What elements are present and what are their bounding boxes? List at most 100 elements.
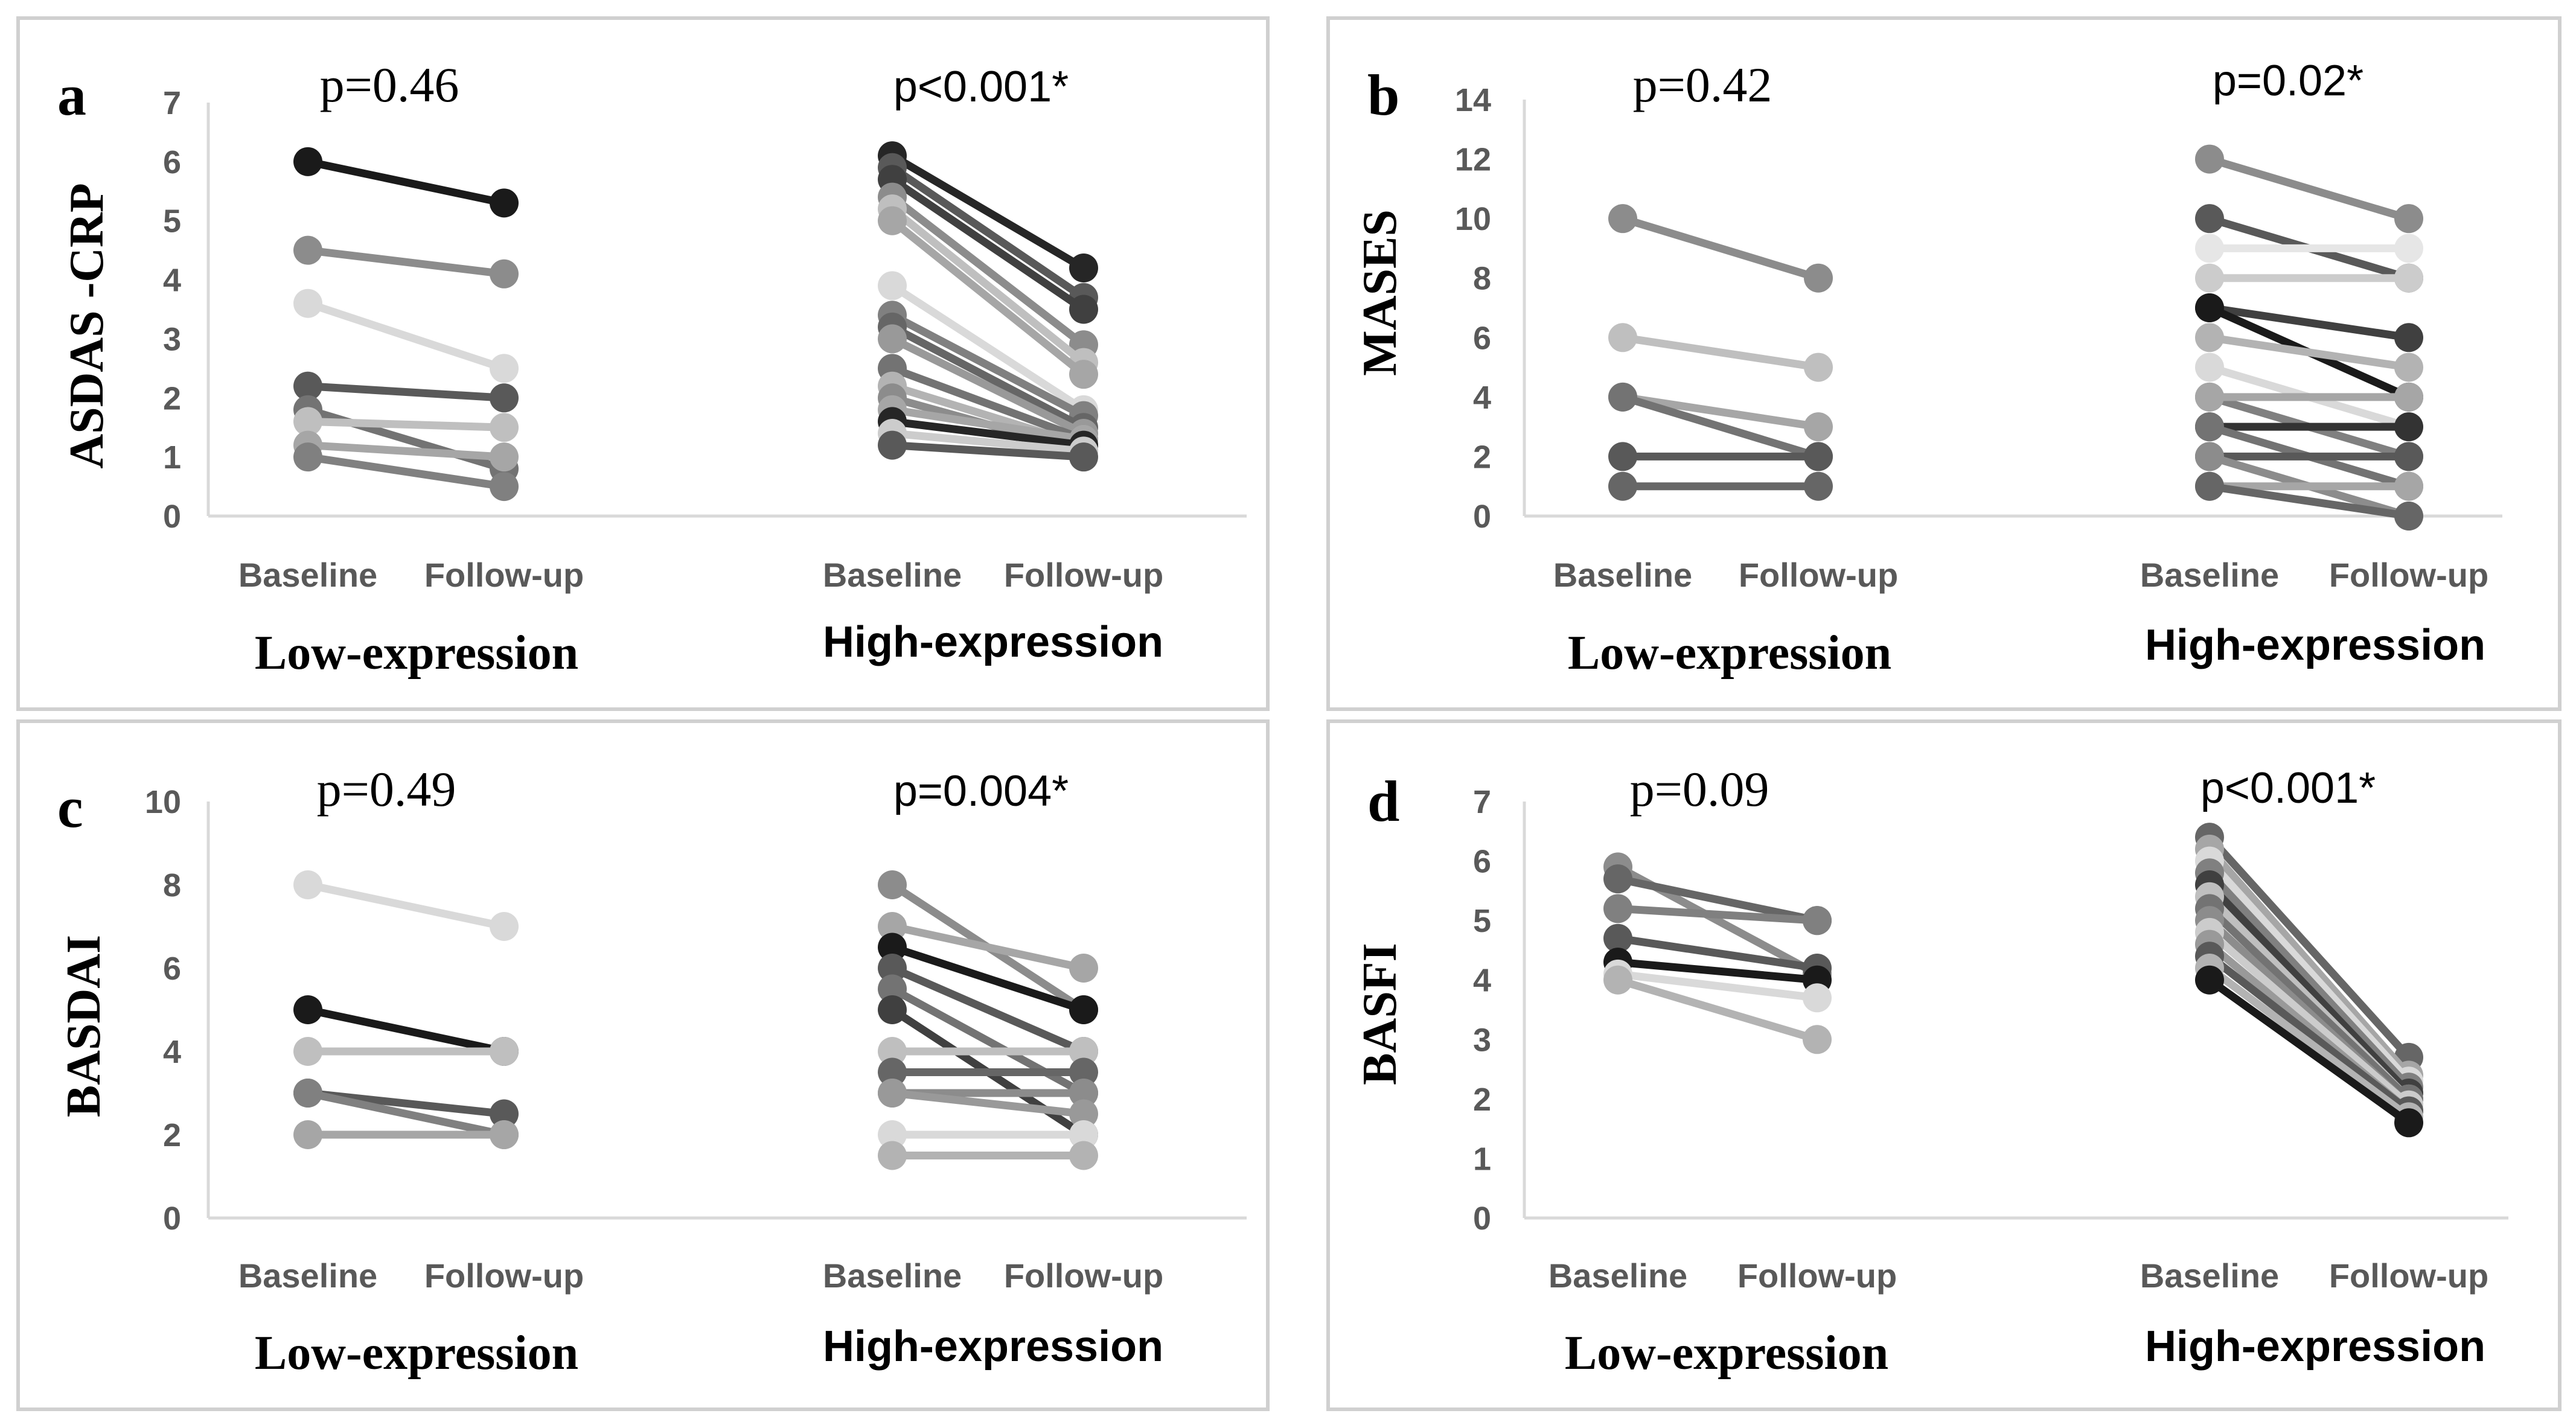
data-point-baseline (878, 1141, 907, 1170)
data-point-baseline (2195, 234, 2224, 263)
y-tick-label: 8 (1473, 261, 1491, 297)
y-tick-label: 7 (1473, 784, 1491, 820)
series-line (888, 311, 1088, 420)
data-point-baseline (293, 995, 322, 1024)
x-tick-label: Follow-up (1004, 1257, 1163, 1295)
data-point-followup (2394, 204, 2423, 234)
series-line (888, 364, 1088, 444)
series-line (888, 193, 1088, 349)
series-line (2205, 833, 2413, 1062)
x-tick-label: Baseline (823, 1257, 962, 1295)
data-point-followup (1069, 1099, 1098, 1129)
data-point-baseline (1603, 864, 1632, 894)
data-point-baseline (2195, 352, 2224, 382)
data-point-baseline (2195, 412, 2224, 442)
series-line (2205, 845, 2413, 1079)
series-line (888, 205, 1088, 367)
y-tick-label: 7 (163, 85, 181, 121)
data-point-followup (1069, 1037, 1098, 1066)
y-tick-label: 2 (1473, 439, 1491, 475)
x-tick-label: Follow-up (424, 1257, 584, 1295)
x-tick-label: Follow-up (1004, 556, 1163, 594)
y-tick-label: 0 (1473, 1200, 1491, 1237)
data-point-followup (490, 413, 519, 442)
series-line (888, 922, 1088, 972)
series-line (304, 158, 508, 207)
group-label-low: Low-expression (255, 1327, 578, 1380)
data-point-followup (490, 383, 519, 413)
p-value-high: p=0.004* (893, 767, 1069, 815)
data-point-baseline (878, 1037, 907, 1066)
data-point-baseline (2195, 965, 2224, 995)
series-line (2205, 304, 2413, 342)
data-point-baseline (293, 407, 322, 436)
group-label-low: Low-expression (1568, 626, 1891, 680)
data-point-followup (1069, 295, 1098, 324)
series-line (2205, 952, 2413, 1115)
data-point-followup (2394, 412, 2423, 442)
data-point-followup (1069, 1079, 1098, 1108)
series-line (1614, 904, 1821, 925)
series-line (888, 406, 1088, 444)
group-label-low: Low-expression (1565, 1327, 1888, 1380)
panel-c: c BASDAI p=0.49 p=0.004* Baseline Follow… (16, 719, 1270, 1411)
data-point-baseline (1608, 471, 1637, 501)
x-tick-label: Baseline (1548, 1257, 1687, 1295)
data-point-followup (1069, 1120, 1098, 1149)
data-point-baseline (2195, 382, 2224, 412)
group-label-high: High-expression (2145, 1322, 2485, 1371)
data-point-followup (1069, 360, 1098, 389)
p-value-high: p<0.001* (2200, 764, 2376, 812)
data-point-baseline (1603, 894, 1632, 923)
panel-a-frame (16, 16, 1270, 711)
series-line (304, 299, 508, 372)
data-point-baseline (293, 235, 322, 265)
x-tick-label: Baseline (1553, 556, 1692, 594)
plot-a: 0 1 2 3 4 5 6 7 (163, 85, 1247, 535)
y-tick-label: 1 (163, 439, 181, 476)
data-point-followup (1804, 471, 1833, 501)
series-line (304, 881, 508, 931)
series-line (1614, 934, 1821, 972)
x-tick-label: Baseline (823, 556, 962, 594)
series-line (888, 217, 1088, 378)
p-value-high: p=0.02* (2213, 57, 2363, 105)
y-tick-label: 14 (1455, 82, 1491, 118)
series-line (1619, 214, 1823, 282)
data-point-baseline (1608, 204, 1637, 234)
y-tick-label: 2 (163, 380, 181, 416)
y-tick-label: 8 (163, 867, 181, 904)
series-line (304, 1089, 508, 1139)
series-line (304, 246, 508, 278)
series-line (888, 943, 1088, 1014)
data-point-baseline (293, 442, 322, 472)
series-line (2205, 976, 2413, 1127)
series-line (888, 417, 1088, 450)
data-point-followup (490, 259, 519, 289)
x-tick-label: Baseline (238, 556, 377, 594)
data-point-followup (2394, 323, 2423, 352)
data-point-followup (2394, 382, 2423, 412)
y-axis-title: ASDAS -CRP (60, 183, 113, 468)
x-tick-label: Follow-up (424, 556, 584, 594)
y-tick-label: 6 (163, 951, 181, 987)
panel-letter: a (57, 63, 86, 127)
y-tick-label: 5 (163, 203, 181, 240)
data-point-baseline (2195, 442, 2224, 471)
data-point-followup (1804, 352, 1833, 382)
data-point-followup (2394, 234, 2423, 263)
series-line (304, 417, 508, 432)
series-line (2205, 155, 2413, 223)
data-point-baseline (878, 430, 907, 460)
data-point-followup (490, 188, 519, 218)
y-tick-label: 6 (163, 144, 181, 180)
series-line (304, 453, 508, 491)
data-point-followup (2394, 1108, 2423, 1138)
p-value-low: p=0.46 (320, 57, 459, 112)
data-point-followup (1804, 412, 1833, 442)
y-axis-title: BASFI (1354, 943, 1407, 1085)
data-point-baseline (878, 206, 907, 235)
y-tick-label: 0 (1473, 499, 1491, 535)
data-point-baseline (2195, 293, 2224, 322)
